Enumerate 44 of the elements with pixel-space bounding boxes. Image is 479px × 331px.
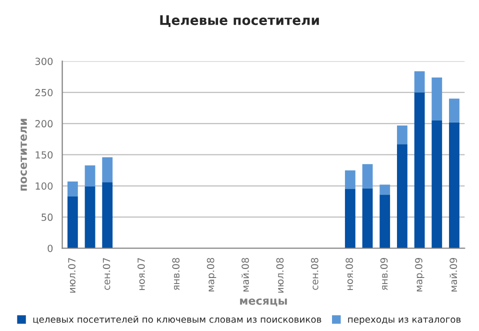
bar: [67, 182, 78, 197]
y-tick-label: 100: [36, 182, 53, 190]
bar: [432, 120, 442, 248]
y-tick-label: 50: [42, 214, 53, 221]
bar: [344, 170, 356, 190]
y-tick-label: 150: [36, 151, 53, 159]
x-tick-label: май.08: [241, 258, 249, 292]
bar: [396, 144, 408, 248]
bar: [414, 71, 425, 92]
x-tick-label: янв.08: [172, 258, 180, 290]
x-tick-label: янв.09: [380, 258, 388, 290]
bar: [449, 98, 460, 122]
chart-title: Целевые посетители: [160, 15, 319, 27]
bar: [67, 196, 78, 248]
x-tick-label: ноя.08: [346, 258, 353, 290]
y-tick-label: 200: [35, 120, 53, 128]
bar: [362, 164, 373, 188]
bar: [362, 188, 373, 248]
bar: [432, 77, 442, 120]
legend-label: целевых посетителей по ключевым словам из поисковиков: [33, 316, 322, 324]
y-tick-label: 250: [35, 88, 53, 96]
x-tick-label: июл.08: [276, 258, 284, 293]
x-tick-label: мар.08: [206, 258, 216, 292]
y-axis-title: посетители: [20, 118, 27, 191]
x-tick-label: сен.08: [310, 258, 318, 290]
x-tick-label: май.09: [450, 258, 458, 292]
bar: [449, 122, 460, 248]
bar: [396, 125, 408, 144]
x-tick-label: июл.07: [68, 258, 76, 293]
bar: [102, 182, 113, 248]
bar: [414, 92, 425, 248]
bar: [380, 184, 390, 195]
x-tick-label: сен.07: [102, 258, 110, 290]
bar: [380, 194, 390, 248]
legend-label: переходы из каталогов: [348, 318, 461, 325]
bar: [344, 189, 356, 248]
bar: [102, 157, 113, 182]
x-tick-label: мар.09: [415, 258, 424, 292]
x-axis-title: месяцы: [240, 298, 287, 306]
bar: [84, 186, 96, 248]
x-tick-label: ноя.07: [138, 258, 145, 290]
y-tick-label: 0: [48, 244, 53, 252]
bar: [84, 165, 96, 187]
y-tick-label: 300: [35, 58, 53, 66]
